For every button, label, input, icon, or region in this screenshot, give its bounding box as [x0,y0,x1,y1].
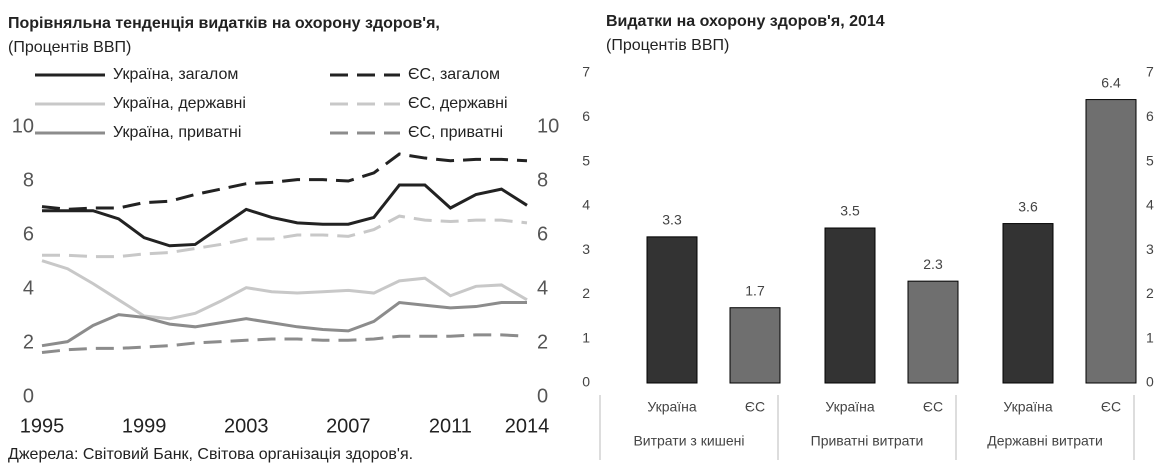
y2-tick-label: 4 [537,277,548,299]
y-tick-label: 0 [582,374,590,390]
series-label: Україна [825,399,875,415]
y-tick-label: 10 [12,115,34,137]
y-tick-label: 4 [23,277,34,299]
y2-tick-label: 2 [537,331,548,353]
bar [729,307,781,384]
series-line [41,152,528,211]
legend-label: ЄС, загалом [408,66,500,83]
series-label: ЄС [745,399,765,415]
legend-label: ЄС, державні [408,95,508,112]
value-label: 3.6 [1018,198,1038,214]
value-label: 3.5 [840,203,860,219]
y2-tick-label: 4 [1146,197,1154,213]
y-tick-label: 5 [582,152,590,168]
x-tick-label: 2011 [429,415,472,437]
y-tick-label: 3 [582,241,590,257]
right-title: Видатки на охорону здоров'я, 2014 [606,13,885,30]
y2-tick-label: 3 [1146,241,1154,257]
y-tick-label: 7 [582,64,590,80]
y2-tick-label: 0 [1146,374,1154,390]
y-tick-label: 8 [23,169,34,191]
bar [1002,223,1054,384]
y2-tick-label: 2 [1146,285,1154,301]
left-title: Порівняльна тенденція видатків на охорон… [8,15,440,32]
right-subtitle: (Процентів ВВП) [606,37,729,54]
series-line [42,214,528,259]
group-label: Витрати з кишені [633,433,744,449]
series-line [41,259,528,321]
x-tick-label: 2014 [505,415,550,437]
series-label: Україна [1003,399,1053,415]
bar [824,227,876,384]
legend-label: Україна, приватні [113,124,241,141]
x-tick-label: 2003 [224,415,269,437]
x-tick-label: 2007 [326,415,371,437]
y2-tick-label: 10 [537,115,559,137]
left-subtitle: (Процентів ВВП) [8,39,131,56]
value-label: 2.3 [923,256,943,272]
y2-tick-label: 8 [537,169,548,191]
series-line [41,333,528,354]
series-label: ЄС [1101,399,1121,415]
group-label: Приватні витрати [811,433,924,449]
legend-label: Україна, державні [113,95,246,112]
bar [646,236,698,384]
y2-tick-label: 7 [1146,64,1154,80]
value-label: 1.7 [745,282,765,298]
series-label: ЄС [923,399,943,415]
value-label: 6.4 [1101,74,1121,90]
y-tick-label: 2 [23,331,34,353]
source: Джерела: Світовий Банк, Світова організа… [8,446,413,463]
y2-tick-label: 0 [537,385,548,407]
y-tick-label: 6 [23,223,34,245]
y2-tick-label: 6 [1146,108,1154,124]
y-tick-label: 2 [582,285,590,301]
x-tick-label: 1995 [20,415,65,437]
y2-tick-label: 6 [537,223,548,245]
y-tick-label: 0 [23,385,34,407]
y2-tick-label: 1 [1146,329,1154,345]
bar [1085,99,1137,384]
legend-label: Україна, загалом [113,66,238,83]
series-line [42,183,528,248]
series-label: Україна [647,399,697,415]
bar [907,280,959,384]
y-tick-label: 1 [582,329,590,345]
legend-label: ЄС, приватні [408,124,503,141]
x-tick-label: 1999 [122,415,167,437]
y2-tick-label: 5 [1146,152,1154,168]
series-line [41,300,527,348]
value-label: 3.3 [662,212,682,228]
y-tick-label: 4 [582,197,590,213]
group-label: Державні витрати [987,433,1103,449]
y-tick-label: 6 [582,108,590,124]
